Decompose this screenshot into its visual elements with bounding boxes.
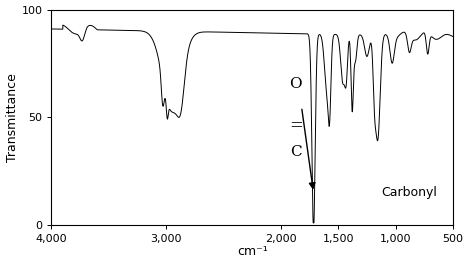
Text: C: C — [290, 145, 302, 159]
Text: O: O — [289, 77, 302, 91]
Text: Carbonyl: Carbonyl — [381, 186, 437, 199]
Text: =: = — [289, 117, 303, 134]
Y-axis label: Transmittance: Transmittance — [6, 73, 19, 162]
X-axis label: cm⁻¹: cm⁻¹ — [237, 246, 267, 258]
